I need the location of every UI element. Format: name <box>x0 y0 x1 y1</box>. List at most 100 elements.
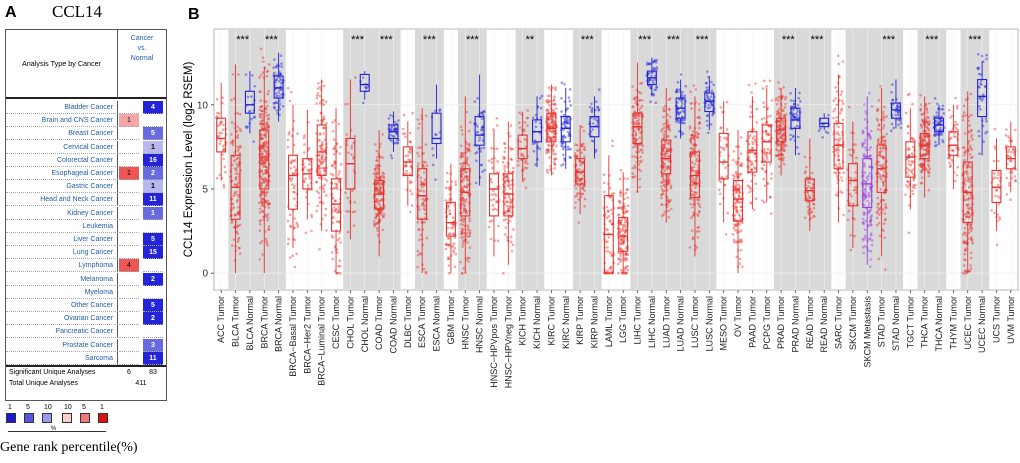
data-point <box>964 232 967 235</box>
data-point <box>578 221 581 224</box>
data-point <box>508 180 511 183</box>
data-point <box>316 190 319 193</box>
data-point <box>287 139 290 142</box>
data-point <box>260 48 263 51</box>
x-tick-label: BLCA Normal <box>245 296 255 351</box>
data-point <box>850 177 853 180</box>
data-point <box>365 87 368 90</box>
data-point <box>652 82 655 85</box>
overexpression-cell <box>119 141 139 154</box>
data-point <box>971 138 974 141</box>
data-point <box>532 143 535 146</box>
legend-number: 5 <box>26 404 30 411</box>
data-point <box>452 226 455 229</box>
boxplot-chart: ****************************************… <box>180 0 1020 458</box>
data-point <box>969 145 972 148</box>
data-point <box>641 82 644 85</box>
data-point <box>635 131 638 134</box>
data-point <box>216 98 219 101</box>
data-point <box>322 132 325 135</box>
data-point <box>884 268 887 271</box>
data-point <box>554 88 557 91</box>
panel-b-letter: B <box>188 6 200 24</box>
data-point <box>624 221 627 224</box>
data-point <box>880 178 883 181</box>
data-point <box>733 178 736 181</box>
data-point <box>871 214 874 217</box>
data-point <box>775 148 778 151</box>
data-point <box>970 136 973 139</box>
data-point <box>735 205 738 208</box>
data-point <box>259 223 262 226</box>
data-point <box>667 175 670 178</box>
data-point <box>635 102 638 105</box>
data-point <box>962 146 965 149</box>
data-point <box>783 163 786 166</box>
data-point <box>250 118 253 121</box>
data-point <box>884 212 887 215</box>
data-point <box>362 76 365 79</box>
data-point <box>273 102 276 105</box>
data-point <box>488 160 491 163</box>
data-point <box>770 212 773 215</box>
data-point <box>272 66 275 69</box>
underexpression-cell: 11 <box>143 193 163 206</box>
data-point <box>934 145 937 148</box>
data-point <box>655 66 658 69</box>
data-point <box>662 123 665 126</box>
data-point <box>539 97 542 100</box>
data-point <box>778 88 781 91</box>
data-point <box>405 165 408 168</box>
data-point <box>740 229 743 232</box>
data-point <box>763 106 766 109</box>
data-point <box>966 203 969 206</box>
data-point <box>810 217 813 220</box>
data-point <box>784 143 787 146</box>
data-point <box>908 169 911 172</box>
data-point <box>481 117 484 120</box>
data-point <box>648 72 651 75</box>
data-point <box>842 214 845 217</box>
data-point <box>878 213 881 216</box>
data-point <box>334 199 337 202</box>
data-point <box>265 238 268 241</box>
data-point <box>967 166 970 169</box>
data-point <box>748 84 751 87</box>
total-label: Total Unique Analyses <box>9 379 119 389</box>
data-point <box>510 236 513 239</box>
data-point <box>956 166 959 169</box>
data-point <box>289 225 292 228</box>
data-point <box>578 168 581 171</box>
data-point <box>1006 193 1009 196</box>
data-point <box>880 150 883 153</box>
data-point <box>835 120 838 123</box>
data-point <box>287 146 290 149</box>
data-point <box>884 218 887 221</box>
data-point <box>740 249 743 252</box>
data-point <box>466 157 469 160</box>
data-point <box>338 170 341 173</box>
data-point <box>662 213 665 216</box>
legend-swatch <box>98 413 108 423</box>
data-point <box>280 82 283 85</box>
data-point <box>1005 134 1008 137</box>
data-point <box>847 219 850 222</box>
data-point <box>842 60 845 63</box>
data-point <box>864 139 867 142</box>
data-point <box>982 93 985 96</box>
data-point <box>497 225 500 228</box>
data-point <box>582 193 585 196</box>
data-point <box>849 182 852 185</box>
data-point <box>920 113 923 116</box>
data-point <box>319 186 322 189</box>
data-point <box>681 119 684 122</box>
data-point <box>216 115 219 118</box>
data-point <box>639 178 642 181</box>
data-point <box>1014 179 1017 182</box>
data-point <box>923 140 926 143</box>
data-point <box>936 111 939 114</box>
data-point <box>678 130 681 133</box>
underexpression-cell: 5 <box>143 299 163 312</box>
significance-label: *** <box>969 34 983 46</box>
header-cancer: Cancer <box>118 34 166 44</box>
